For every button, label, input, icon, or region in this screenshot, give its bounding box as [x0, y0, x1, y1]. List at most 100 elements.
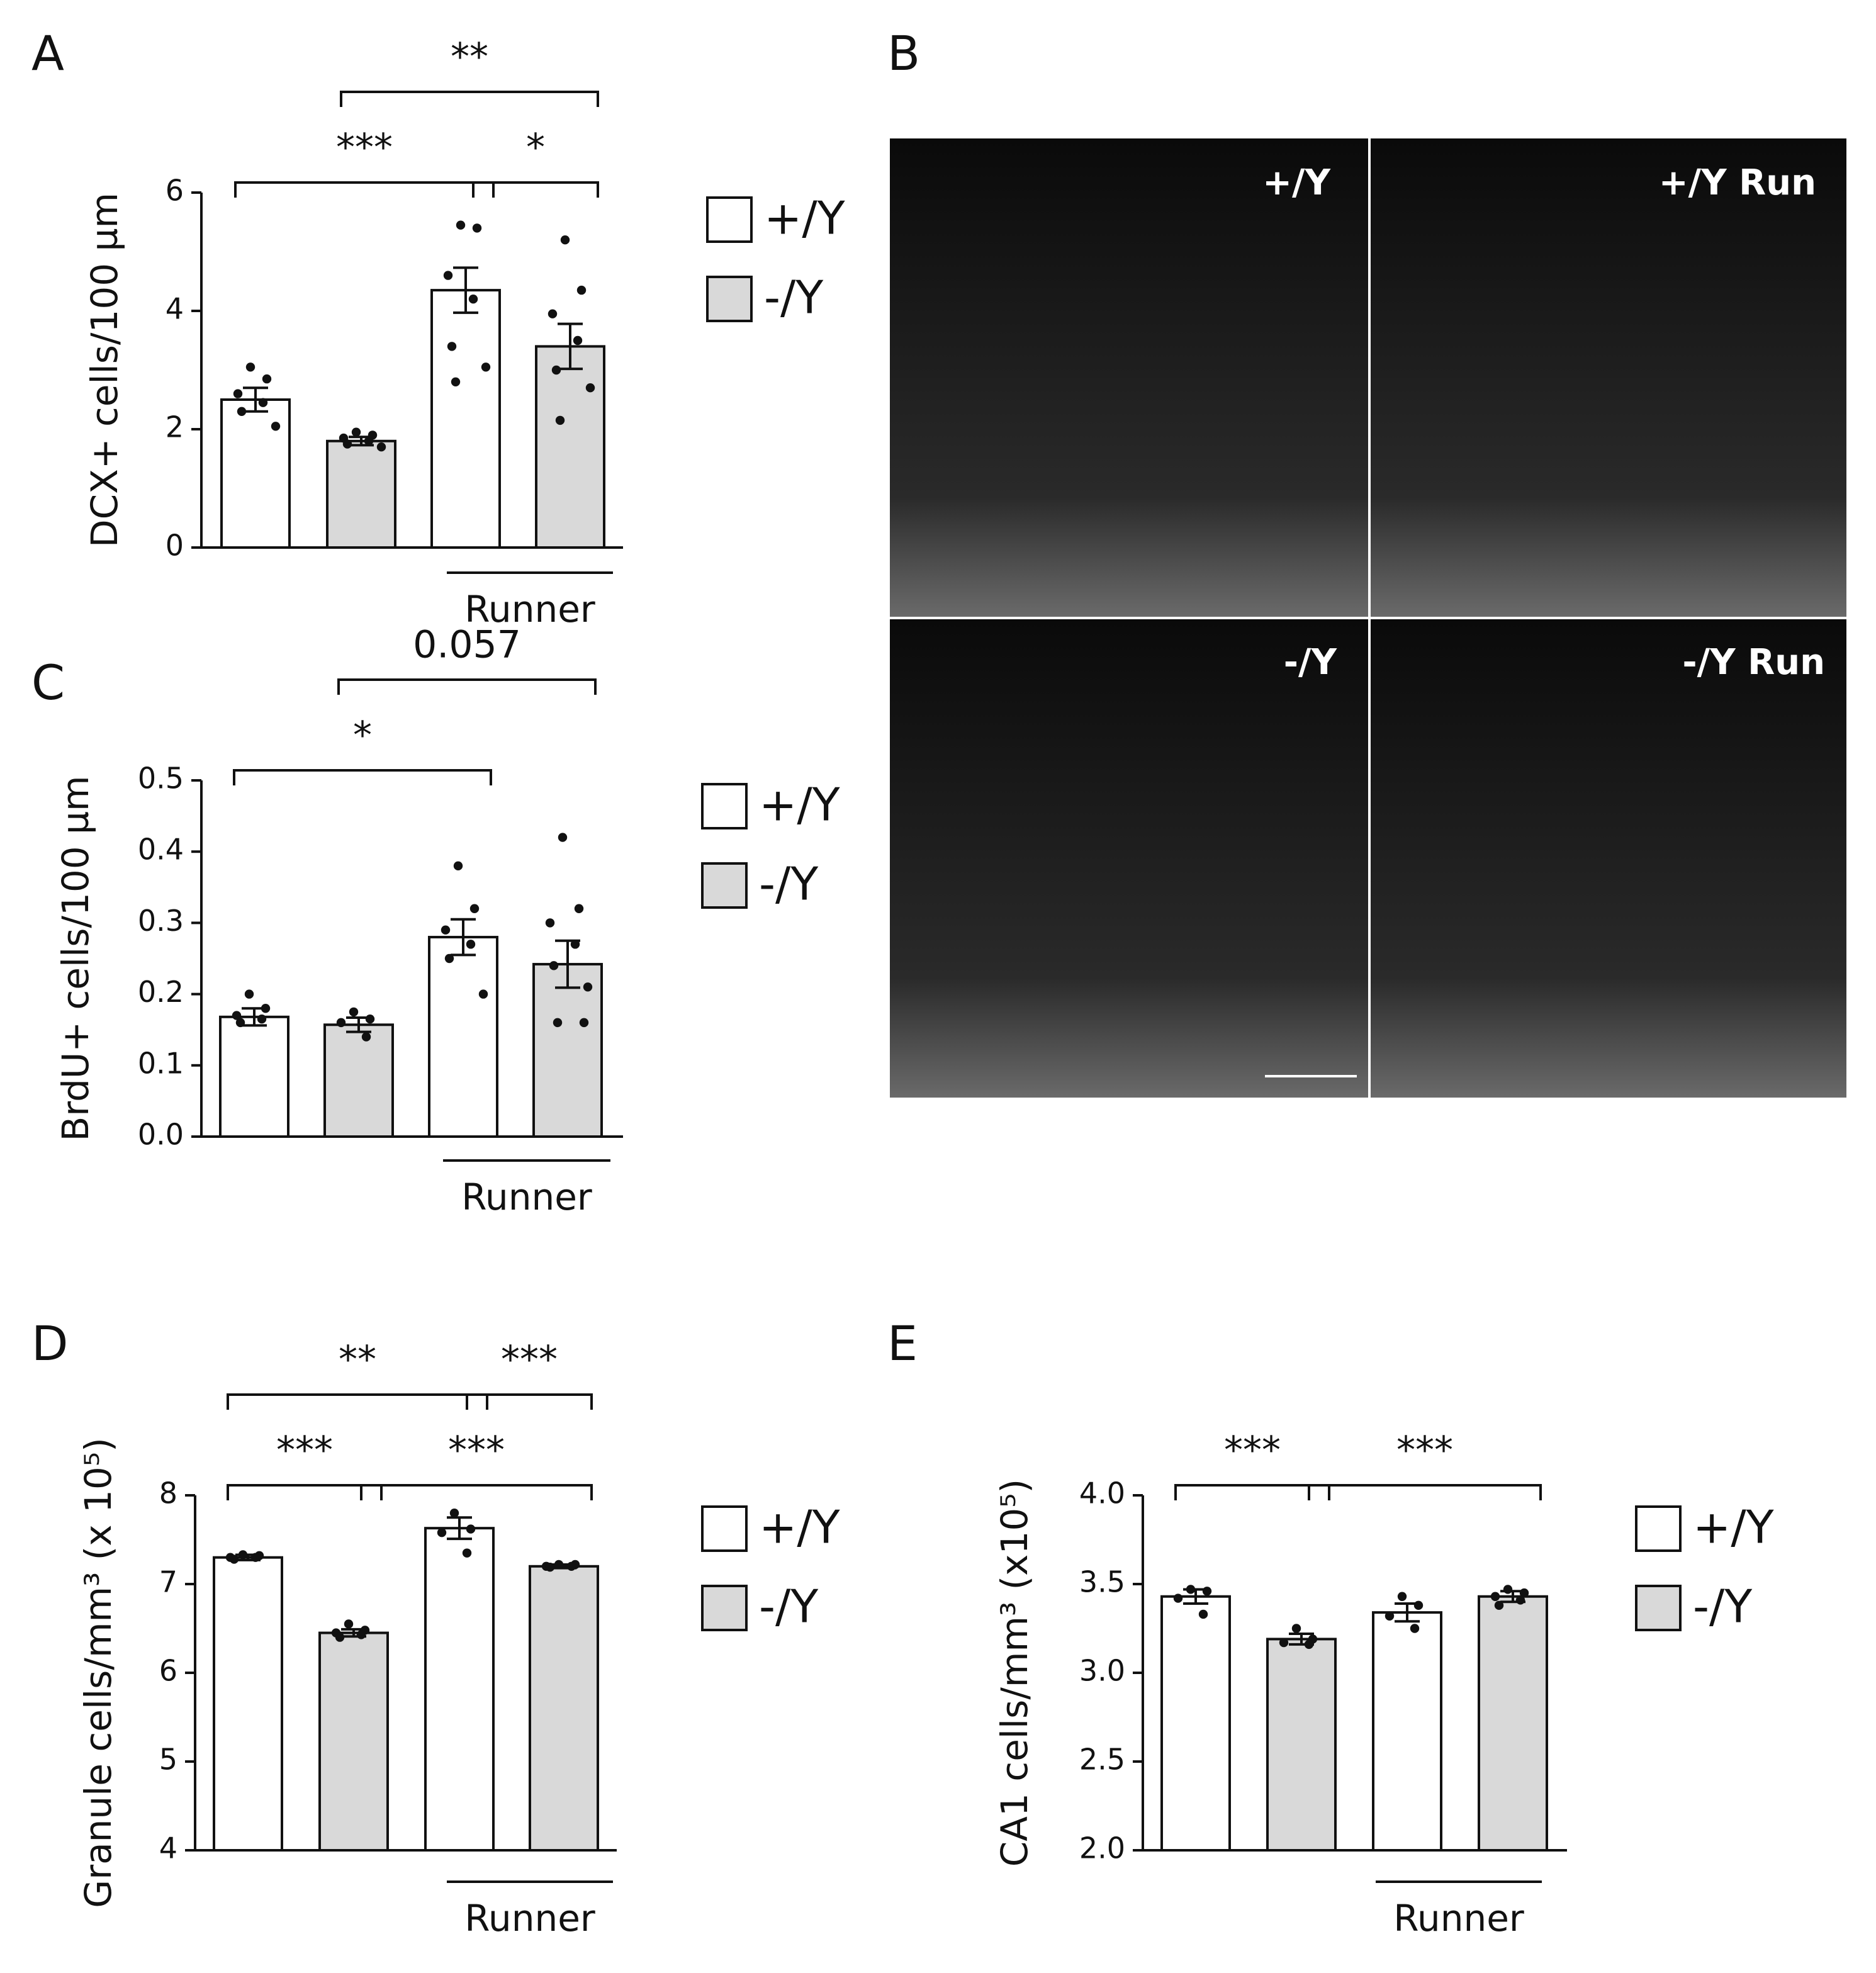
data-point	[453, 861, 463, 871]
bar	[529, 1565, 599, 1852]
bar	[430, 289, 501, 549]
image-label: -/Y	[1284, 642, 1338, 683]
y-tick-label: 2.0	[1079, 1831, 1125, 1865]
group-label: Runner	[464, 588, 595, 631]
data-point	[250, 1553, 261, 1562]
data-point	[257, 1015, 267, 1024]
data-point	[1279, 1638, 1289, 1648]
data-point	[472, 223, 482, 233]
bar	[1478, 1595, 1548, 1852]
data-point	[437, 1528, 447, 1537]
significance-bracket	[1308, 1484, 1542, 1500]
significance-label: ***	[1396, 1429, 1453, 1473]
data-point	[553, 1018, 563, 1028]
micrograph	[890, 138, 1368, 617]
micrograph-panel	[890, 138, 1846, 1098]
data-point	[481, 363, 491, 372]
y-tick-label: 5	[159, 1743, 177, 1777]
data-point	[545, 918, 555, 928]
data-point	[456, 220, 466, 230]
y-tick-label: 4	[166, 292, 184, 326]
group-label: Runner	[464, 1897, 595, 1940]
bar	[323, 1023, 394, 1138]
significance-bracket	[472, 181, 599, 198]
data-point	[365, 1015, 375, 1024]
legend-label: -/Y	[764, 271, 824, 324]
data-point	[244, 989, 254, 999]
data-point	[351, 427, 361, 437]
error-bar	[453, 266, 478, 314]
data-point	[1515, 1595, 1525, 1605]
image-label: -/Y Run	[1682, 642, 1825, 683]
data-point	[554, 1560, 564, 1570]
group-label: Runner	[1393, 1897, 1524, 1940]
y-tick-label: 2.5	[1079, 1743, 1125, 1777]
significance-label: ***	[1224, 1429, 1281, 1473]
data-point	[468, 295, 478, 304]
data-point	[545, 1563, 555, 1572]
data-point	[579, 1018, 589, 1028]
legend-swatch	[701, 1505, 748, 1552]
data-point	[344, 1619, 354, 1629]
chart-panel: C BrdU+ cells/100 µm 0.0 0.1 0.2 0.3 0.4 0.5 Run…	[31, 623, 841, 1219]
legend-swatch	[701, 862, 748, 909]
data-point	[566, 1561, 576, 1571]
legend-label: +/Y	[764, 192, 846, 245]
significance-bracket	[234, 181, 495, 198]
data-point	[466, 1524, 476, 1534]
bar	[219, 1015, 289, 1138]
y-axis-label: BrdU+ cells/100 µm	[54, 775, 97, 1141]
bar	[532, 963, 603, 1138]
data-point	[1304, 1639, 1314, 1650]
data-point	[551, 365, 561, 375]
y-tick-label: 0.2	[138, 975, 184, 1009]
significance-bracket	[227, 1393, 488, 1410]
data-point	[1410, 1624, 1420, 1633]
significance-label: ***	[501, 1338, 558, 1382]
data-point	[356, 1630, 366, 1639]
legend-swatch	[1635, 1585, 1682, 1631]
data-point	[258, 398, 268, 407]
image-label: +/Y Run	[1659, 162, 1816, 203]
data-point	[447, 342, 457, 351]
panel-letter: E	[887, 1315, 918, 1371]
legend-label: -/Y	[1693, 1580, 1753, 1633]
data-point	[560, 235, 570, 245]
data-point	[555, 415, 565, 425]
significance-bracket	[1174, 1484, 1330, 1500]
data-point	[1413, 1600, 1424, 1610]
data-point	[342, 439, 352, 449]
data-point	[349, 1007, 359, 1017]
y-tick-label: 0.0	[138, 1118, 184, 1152]
data-point	[1519, 1588, 1529, 1598]
bar	[535, 345, 605, 549]
y-tick-label: 3.5	[1079, 1565, 1125, 1599]
micrograph	[1371, 138, 1846, 617]
data-point	[336, 1018, 346, 1028]
legend-label: -/Y	[759, 858, 819, 911]
bar	[1372, 1611, 1442, 1852]
legend-label: +/Y	[1693, 1501, 1775, 1554]
data-point	[1186, 1585, 1196, 1594]
data-point	[1291, 1624, 1301, 1633]
chart-panel: E CA1 cells/mm³ (x10⁵) 2.0 2.5 3.0 3.5 4.0 Runn…	[887, 1315, 1775, 1940]
data-point	[364, 436, 374, 446]
bar	[326, 439, 396, 549]
bar	[318, 1631, 389, 1852]
data-point	[245, 363, 256, 372]
error-bar	[558, 322, 583, 371]
data-point	[548, 309, 558, 318]
y-tick-label: 0.3	[138, 904, 184, 938]
y-tick-label: 0.4	[138, 833, 184, 867]
data-point	[262, 374, 272, 384]
data-point	[271, 422, 281, 431]
data-point	[229, 1554, 239, 1564]
panel-letter: A	[31, 25, 64, 81]
panel-letter: B	[887, 25, 920, 81]
data-point	[549, 961, 559, 970]
data-point	[1490, 1592, 1500, 1601]
significance-bracket	[227, 1484, 383, 1500]
